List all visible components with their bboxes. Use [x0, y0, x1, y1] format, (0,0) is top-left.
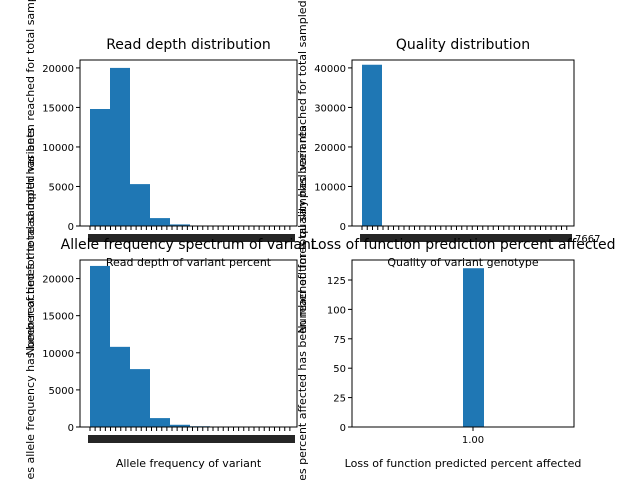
subplot-4: 0 25 50 75 100 125 1.00 Loss of function predic…: [296, 126, 616, 480]
x-tick-labels-overlapping: [88, 234, 295, 242]
y-axis-label: Number of times quality has been reached…: [296, 0, 309, 334]
x-axis-label: Read depth of variant percent: [106, 256, 272, 269]
bar: [150, 418, 170, 427]
y-tick-label: 5000: [49, 386, 74, 397]
y-tick-label: 5000: [49, 182, 74, 193]
axes-frame: [79, 259, 298, 428]
bar: [170, 424, 190, 427]
y-tick-label: 30000: [314, 103, 346, 114]
y-tick-label: 0: [340, 222, 346, 233]
chart-title: Loss of function prediction percent affe…: [310, 237, 615, 253]
bar: [110, 346, 130, 427]
chart-title: Read depth distribution: [106, 37, 271, 53]
bar: [170, 224, 190, 226]
y-tick-label: 20000: [314, 143, 346, 154]
axes-frame: [351, 259, 575, 428]
y-tick-label: 0: [340, 423, 346, 434]
bar: [150, 218, 170, 226]
axes-frame: [79, 59, 298, 227]
chart-title: Allele frequency spectrum of variant: [61, 237, 317, 253]
y-tick-label: 50: [333, 364, 346, 375]
y-tick-label: 0: [68, 423, 74, 434]
y-tick-label: 125: [327, 276, 346, 287]
y-tick-label: 10000: [42, 143, 74, 154]
bar: [130, 184, 150, 226]
x-tick-label: 1.00: [462, 435, 484, 446]
y-tick-label: 0: [68, 222, 74, 233]
y-axis-label: Number of times allele frequency has bee…: [24, 127, 37, 480]
subplot-3: 0 5000 10000 15000 20000 Allele frequency spe…: [24, 127, 317, 480]
bar: [90, 265, 110, 427]
y-axis-label: Number of times the read depth has been …: [24, 0, 37, 356]
y-tick-label: 15000: [42, 103, 74, 114]
x-axis-label: Allele frequency of variant: [116, 457, 262, 470]
y-tick-label: 10000: [314, 182, 346, 193]
x-tick-label-fragment: 7667: [575, 234, 600, 245]
y-tick-label: 25: [333, 394, 346, 405]
y-tick-label: 15000: [42, 312, 74, 323]
y-tick-label: 10000: [42, 349, 74, 360]
bar: [463, 268, 484, 427]
bar: [110, 67, 130, 227]
y-tick-label: 40000: [314, 64, 346, 75]
subplot-1: 0 5000 10000 15000 20000 Read depth distribut…: [24, 0, 298, 356]
y-axis-label: Number of times percent affected has bee…: [296, 126, 309, 480]
bar: [130, 369, 150, 427]
chart-title: Quality distribution: [396, 37, 530, 53]
y-tick-label: 20000: [42, 64, 74, 75]
x-tick-labels-overlapping: [360, 234, 572, 242]
axes-frame: [351, 59, 575, 227]
x-axis-label: Loss of function predicted percent affec…: [345, 457, 582, 470]
y-tick-label: 75: [333, 335, 346, 346]
x-tick-labels-overlapping: [88, 435, 295, 443]
y-tick-label: 20000: [42, 275, 74, 286]
y-tick-label: 100: [327, 305, 346, 316]
subplot-2: 0 10000 20000 30000 40000 7667 Quality distrib…: [296, 0, 600, 334]
bar: [362, 64, 382, 226]
x-axis-label: Quality of variant genotype: [387, 256, 539, 269]
bar: [90, 109, 110, 226]
